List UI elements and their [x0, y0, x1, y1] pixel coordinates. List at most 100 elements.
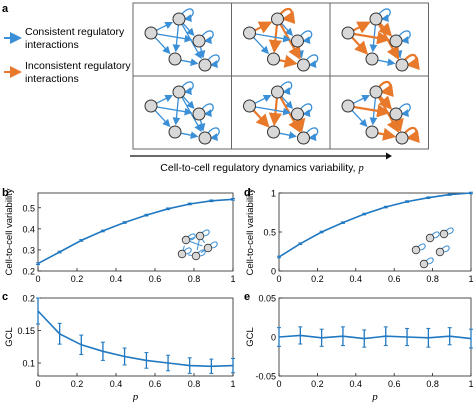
series-line [37, 310, 234, 368]
series-line [278, 334, 472, 340]
y-axis-label: Cell-to-cell variability [245, 188, 256, 275]
network-node [267, 52, 280, 66]
network-node [271, 85, 284, 99]
network-self-loop [207, 127, 220, 141]
x-tick-label: 0.6 [149, 379, 162, 389]
network-edge [281, 96, 293, 110]
network-edge [252, 109, 270, 128]
y-tick-label: 0.3 [22, 245, 35, 255]
network-node [341, 26, 355, 40]
network-self-loop [300, 30, 313, 44]
inset-node [191, 251, 201, 261]
inset-self-loop [417, 243, 426, 251]
network-edge [353, 104, 391, 118]
x-tick-label: 0.4 [350, 379, 363, 389]
network-node [172, 12, 186, 26]
network-node [144, 99, 158, 113]
network-self-loop [378, 80, 394, 97]
network-node [369, 12, 383, 26]
inset-edge [182, 245, 185, 251]
network-self-loop [306, 127, 319, 141]
network-self-loop [201, 103, 214, 117]
x-tick-label: 0.4 [110, 274, 123, 284]
inset-self-loop [183, 247, 192, 255]
inset-self-loop [201, 229, 210, 237]
network-self-loop [398, 103, 411, 117]
y-tick-label: 0 [271, 267, 276, 277]
network-node [291, 34, 304, 48]
network-edge [182, 96, 195, 110]
network-edge [156, 94, 174, 104]
network-self-loop [404, 53, 420, 70]
inset-edge [189, 240, 203, 247]
panel-label-d: d [244, 187, 251, 199]
network-self-loop [181, 81, 194, 95]
network-edge [156, 106, 193, 116]
network-self-loop [404, 126, 420, 143]
network-edge [255, 106, 291, 116]
network-node [168, 52, 182, 66]
network-self-loop [378, 8, 391, 22]
inset-connected-network [177, 229, 218, 261]
network-node [198, 131, 212, 145]
network-node [389, 107, 403, 121]
network-cell [132, 2, 232, 77]
y-tick-label: 0.4 [22, 224, 35, 234]
panel-label-c: c [2, 291, 8, 303]
inset-self-loop [425, 257, 434, 265]
y-tick-label: 0.05 [258, 294, 276, 304]
network-edge [253, 36, 269, 55]
inset-self-loop [209, 241, 218, 249]
network-node [395, 58, 409, 72]
y-axis-label: GCL [4, 327, 15, 347]
network-self-loop [279, 7, 296, 24]
y-tick-label: 0.5 [22, 203, 35, 213]
network-edge [352, 21, 371, 34]
legend-inconsistent-label: Inconsistent regulatory interactions [25, 60, 131, 85]
inset-self-loop [187, 233, 196, 241]
network-edge [353, 94, 371, 104]
x-tick-label: 0 [276, 379, 281, 389]
x-tick-label: 0.8 [426, 274, 439, 284]
network-edge [351, 36, 369, 55]
x-tick-label: 0.8 [426, 379, 439, 389]
chart-frame [37, 192, 234, 272]
network-cell [132, 75, 232, 150]
x-tick-label: 1 [468, 274, 473, 284]
inset-node [435, 247, 445, 257]
network-edge [156, 33, 193, 43]
network-node [297, 131, 310, 145]
network-edge [351, 109, 368, 128]
inset-edge [201, 239, 206, 244]
network-self-loop [201, 30, 214, 44]
network-node [243, 99, 256, 113]
chart-c: 0.1 0.15 0.2 0 0.2 0.4 0.6 0.8 1 GCL p [4, 294, 236, 404]
y-tick-label: 0.15 [17, 326, 35, 336]
x-axis-label: p [132, 391, 139, 402]
y-tick-label: 0 [271, 333, 276, 343]
network-grid [132, 2, 429, 150]
network-edge [254, 94, 272, 104]
network-edge [182, 23, 195, 37]
network-node [395, 131, 409, 145]
inset-node [419, 259, 429, 269]
inset-node [177, 249, 187, 259]
panel-label-b: b [2, 187, 9, 199]
network-edge [377, 127, 397, 141]
network-node [192, 107, 206, 121]
x-axis-label: p [371, 391, 378, 402]
legend: Consistent regulatory interactions Incons… [4, 26, 131, 85]
x-tick-label: 0.6 [149, 274, 162, 284]
network-node [271, 12, 284, 26]
variability-axis-arrowhead [386, 152, 392, 160]
inset-edge [187, 254, 193, 256]
network-edge [154, 109, 171, 128]
network-self-loop [207, 54, 220, 68]
network-cell [329, 75, 429, 150]
x-tick-label: 0 [35, 274, 40, 284]
network-edge [279, 54, 298, 68]
network-node [144, 26, 158, 40]
x-tick-label: 0.8 [188, 379, 201, 389]
x-tick-label: 0.4 [350, 274, 363, 284]
